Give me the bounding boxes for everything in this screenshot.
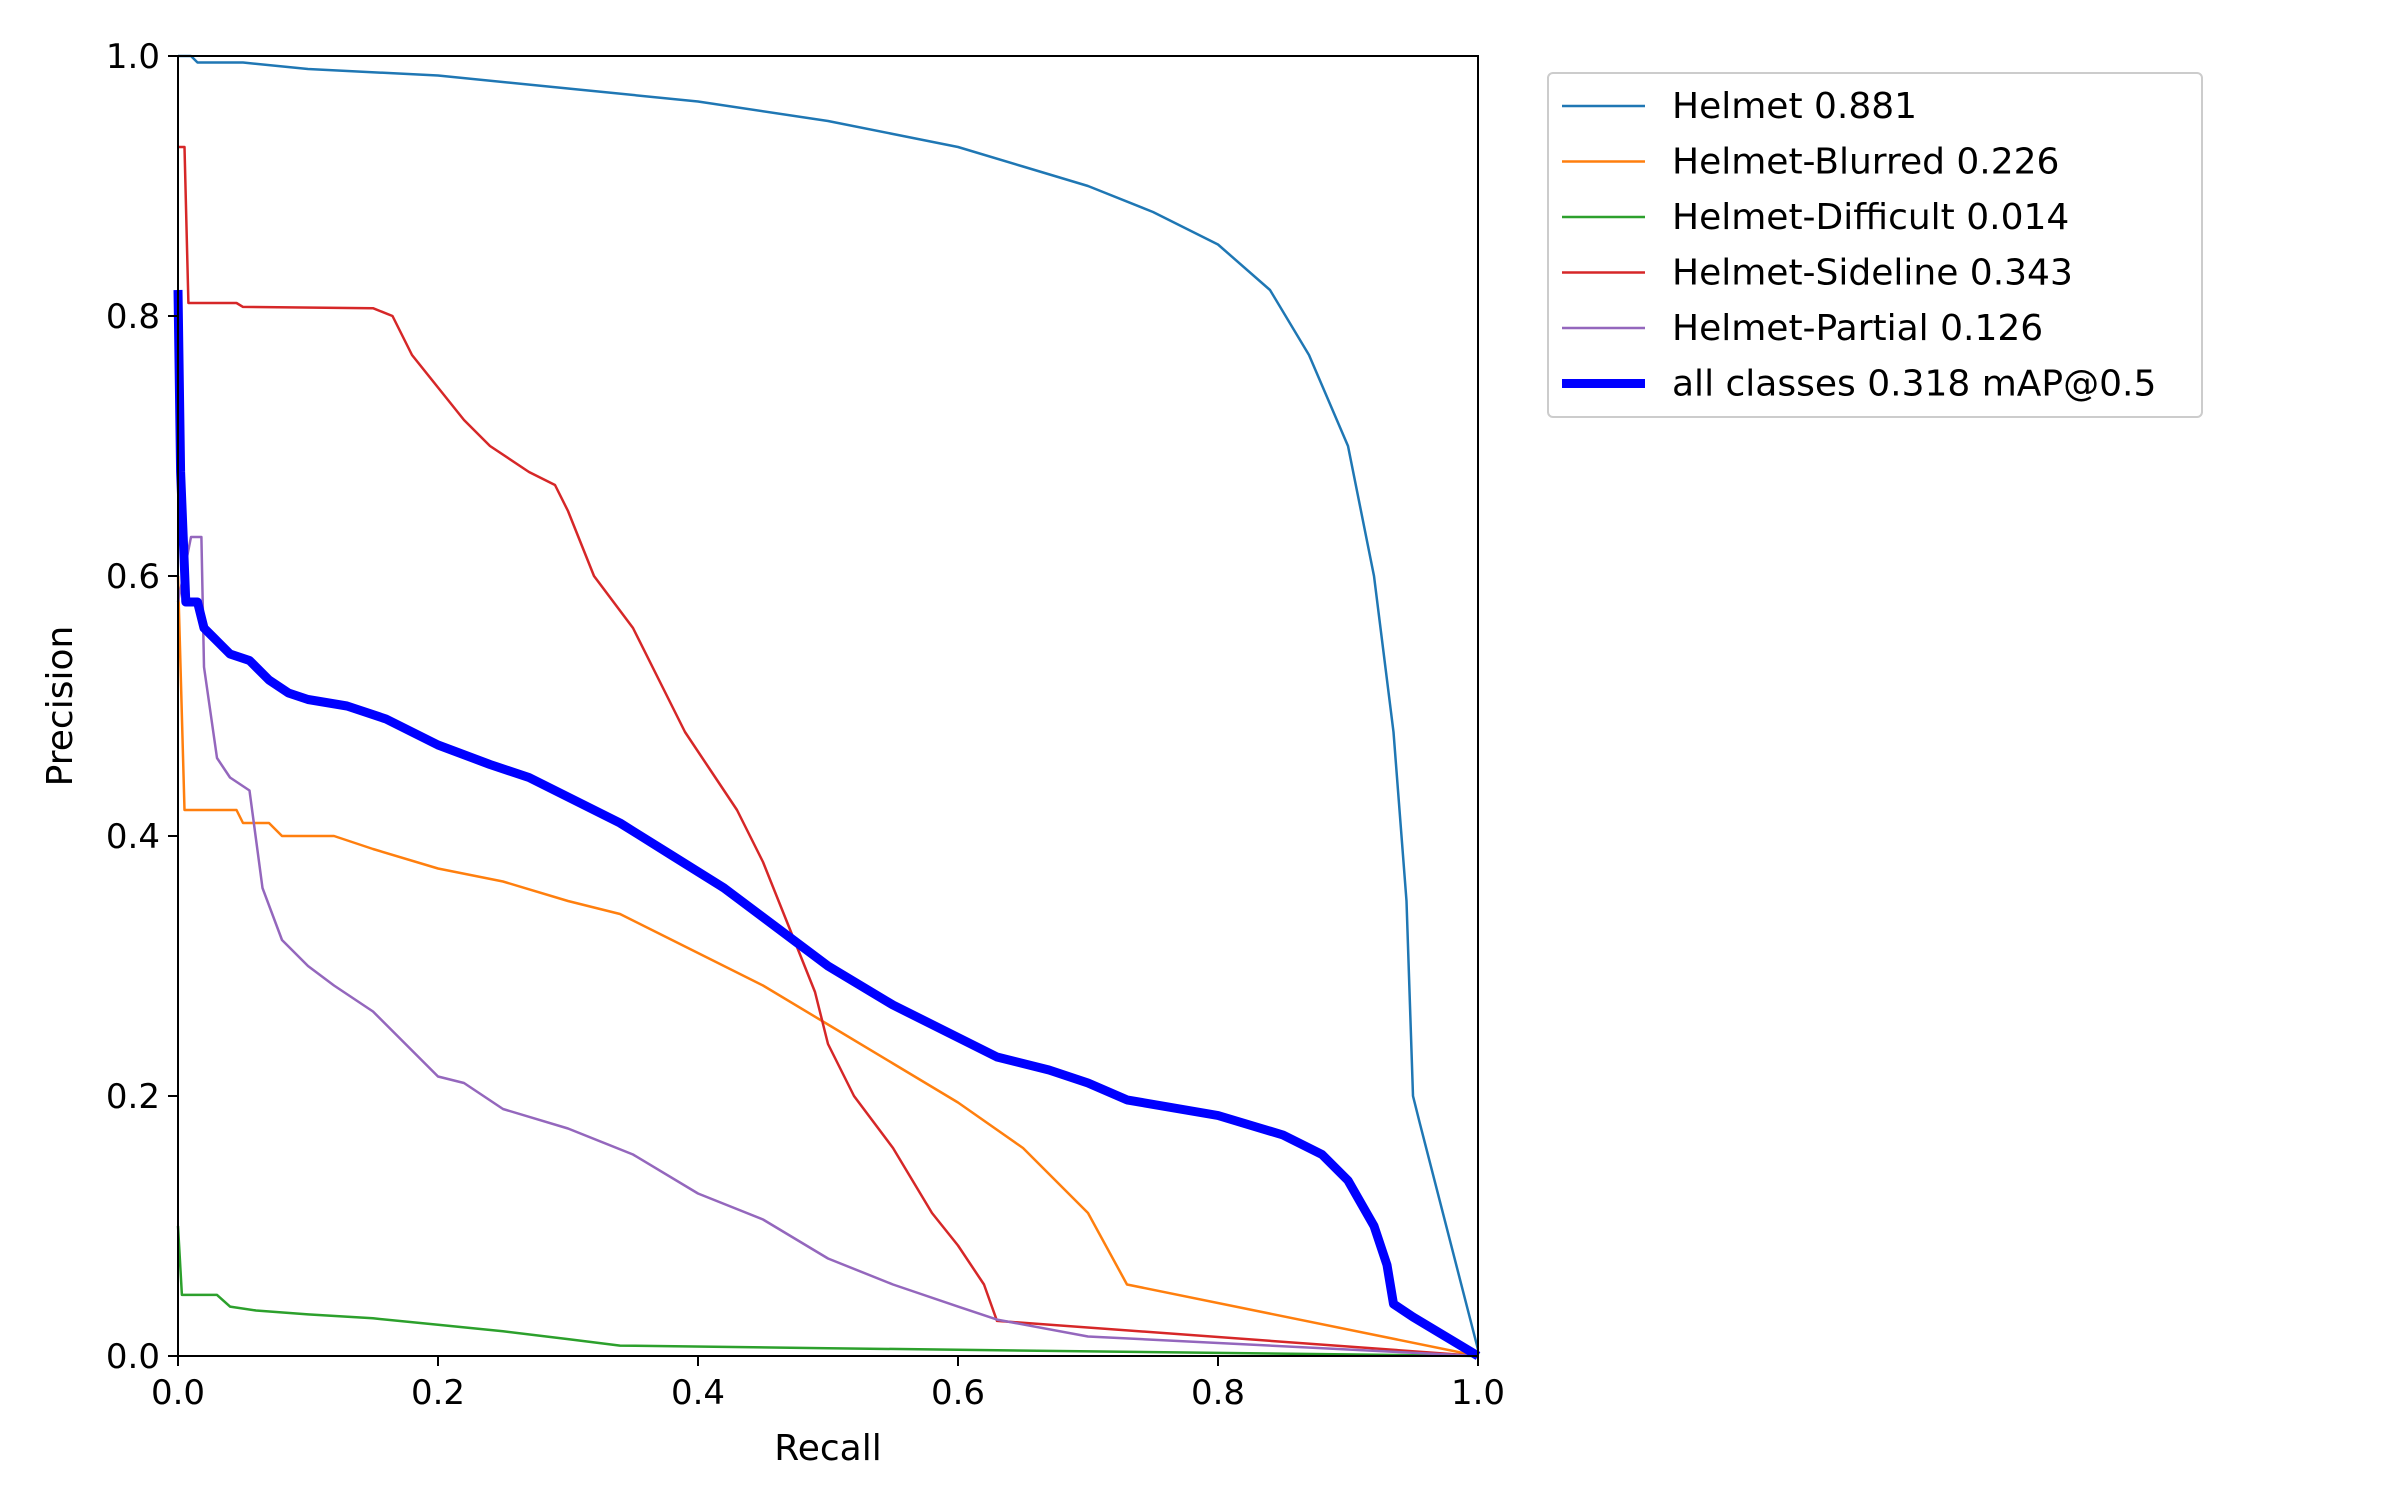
series-line-3 — [176, 1225, 1479, 1358]
x-axis-title: Recall — [774, 1428, 881, 1469]
legend-label-6: all classes 0.318 mAP@0.5 — [1672, 364, 2156, 405]
x-axis-ticks: 0.0 0.2 0.4 0.6 0.8 1.0 — [151, 1356, 1505, 1413]
legend-box — [1547, 72, 2203, 418]
series-line-6 — [173, 289, 1481, 1360]
series-line-5 — [176, 535, 1479, 1358]
y-tick-label: 1.0 — [106, 37, 160, 77]
plot-lines — [173, 54, 1481, 1360]
x-tick-label: 0.0 — [151, 1373, 205, 1413]
legend-label-3: Helmet-Difficult 0.014 — [1672, 197, 2069, 238]
y-tick-label: 0.0 — [106, 1337, 160, 1377]
plot-frame — [177, 55, 1479, 1357]
legend: Helmet 0.881 Helmet-Blurred 0.226 Helmet-D… — [1547, 72, 2203, 418]
series-line-2 — [176, 575, 1479, 1358]
x-tick-label: 0.2 — [411, 1373, 465, 1413]
y-tick-label: 0.4 — [106, 817, 160, 857]
x-tick-label: 0.4 — [671, 1373, 725, 1413]
x-tick-label: 1.0 — [1451, 1373, 1505, 1413]
legend-label-5: Helmet-Partial 0.126 — [1672, 308, 2043, 349]
y-tick-label: 0.6 — [106, 557, 160, 597]
y-tick-label: 0.8 — [106, 297, 160, 337]
legend-label-4: Helmet-Sideline 0.343 — [1672, 253, 2073, 294]
y-axis-ticks: 0.0 0.2 0.4 0.6 0.8 1.0 — [106, 37, 178, 1377]
legend-entries: Helmet 0.881 Helmet-Blurred 0.226 Helmet-D… — [1562, 86, 2156, 405]
y-tick-label: 0.2 — [106, 1077, 160, 1117]
legend-label-1: Helmet 0.881 — [1672, 86, 1917, 127]
x-tick-label: 0.8 — [1191, 1373, 1245, 1413]
legend-label-2: Helmet-Blurred 0.226 — [1672, 142, 2059, 183]
series-line-1 — [178, 54, 1480, 1350]
series-line-4 — [178, 145, 1479, 1358]
x-tick-label: 0.6 — [931, 1373, 985, 1413]
y-axis-title: Precision — [40, 626, 81, 787]
